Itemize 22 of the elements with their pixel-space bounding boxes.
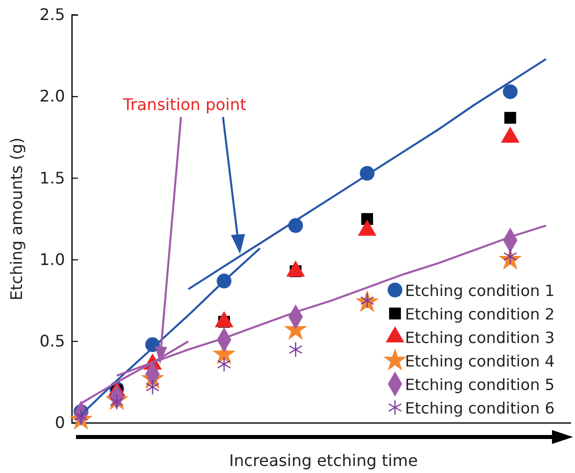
legend-label: Etching condition 6	[405, 400, 555, 418]
point	[504, 112, 516, 124]
legend-label: Etching condition 2	[405, 306, 555, 324]
point	[217, 356, 231, 372]
point	[502, 84, 518, 100]
annotation: Transition point	[122, 95, 246, 114]
point	[110, 394, 124, 410]
point	[74, 408, 88, 424]
y-axis-title: Etching amounts (g)	[7, 138, 26, 300]
y-tick-label: 0.5	[40, 332, 65, 351]
legend-label: Etching condition 1	[405, 282, 555, 300]
y-tick-label: 2.5	[40, 5, 65, 24]
point	[146, 379, 160, 395]
y-tick-label: 1.0	[40, 250, 65, 269]
legend-label: Etching condition 4	[405, 352, 555, 370]
legend-label: Etching condition 3	[405, 329, 555, 347]
y-tick-label: 2.0	[40, 86, 65, 106]
point	[288, 342, 303, 358]
y-tick-label: 1.5	[40, 168, 65, 188]
x-axis-title: Increasing etching time	[229, 451, 418, 470]
y-tick-label: 0	[54, 413, 65, 432]
legend-label: Etching condition 5	[405, 376, 555, 394]
